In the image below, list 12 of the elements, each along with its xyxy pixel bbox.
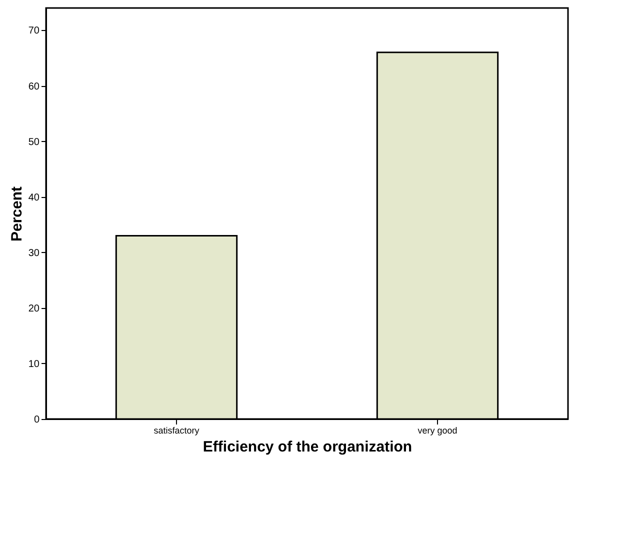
y-tick-label: 60 [28,81,40,92]
x-axis-title: Efficiency of the organization [202,438,412,456]
y-tick-label: 50 [28,136,40,148]
y-tick-label: 40 [28,192,40,204]
y-tick-label: 0 [34,414,40,426]
y-tick-label: 20 [28,303,40,314]
x-tick-label: satisfactory [154,426,200,436]
y-tick-label: 30 [28,248,40,259]
y-tick-label: 10 [28,358,40,370]
y-tick-label: 70 [28,26,40,37]
y-axis-title: Percent [8,186,26,242]
x-tick-label: very good [418,426,458,436]
